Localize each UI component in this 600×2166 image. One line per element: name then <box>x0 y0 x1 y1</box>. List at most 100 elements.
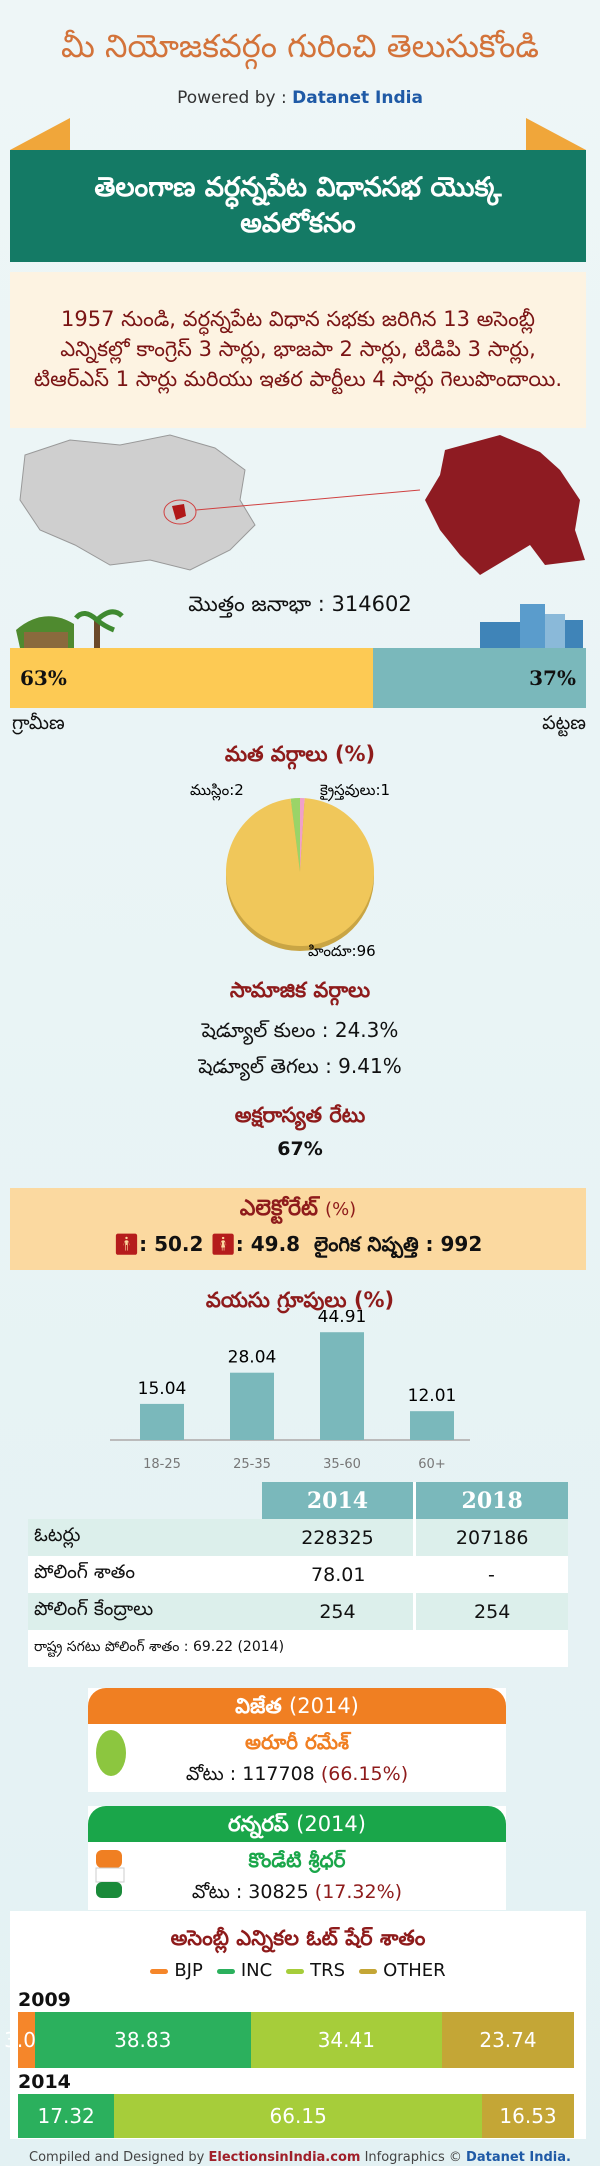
year-label-2014: 2014 <box>18 2071 71 2093</box>
legend-swatch <box>150 1968 169 1974</box>
ribbon-flap-right <box>526 118 586 150</box>
vote-share-segment-INC: 38.83 <box>34 2012 251 2068</box>
brand-logo: Datanet India <box>292 88 423 108</box>
urban-label: పట్టణ <box>542 712 586 734</box>
row-label: పోలింగ్ కేంద్రాలు <box>34 1598 154 1620</box>
electorate-title: ఎలెక్టోరేట్ <box>239 1196 319 1221</box>
hand-symbol-icon <box>95 1850 125 1898</box>
legend-swatch <box>359 1968 378 1974</box>
pie-slice-ముస్లిం <box>290 798 300 872</box>
cell: 254 <box>413 1593 568 1630</box>
legend-item-BJP: BJP <box>150 1959 203 1983</box>
vote-share-segment-TRS: 34.41 <box>250 2012 442 2068</box>
footer-site-link[interactable]: ElectionsinIndia.com <box>208 2150 361 2165</box>
runnerup-header: రన్నరప్ (2014) <box>88 1806 506 1842</box>
age-bar-category: 25-35 <box>233 1457 271 1470</box>
winner-header: విజేత (2014) <box>88 1688 506 1724</box>
legend-label: INC <box>240 1960 273 1981</box>
constituency-banner: తెలంగాణ వర్ధన్నపేట విధానసభ యొక్క అవలోకనం <box>10 150 586 262</box>
age-bar-category: 60+ <box>418 1457 445 1470</box>
table-row: పోలింగ్ కేంద్రాలు 254 254 <box>28 1593 568 1630</box>
table-row: ఓటర్లు 228325 207186 <box>28 1519 568 1556</box>
page-title: మీ నియోజకవర్గం గురించి తెలుసుకోండి <box>60 27 539 65</box>
footer-mid: Infographics © <box>364 2150 462 2165</box>
table-row: పోలింగ్ శాతం 78.01 - <box>28 1556 568 1593</box>
col-2014: 2014 <box>261 1482 415 1519</box>
religion-pie-chart: హిందూ:96 ముస్లిం:2 క్రైస్తవులు:1 <box>190 781 390 960</box>
legend-item-OTHER: OTHER <box>359 1959 446 1983</box>
age-bar-value: 44.91 <box>318 1310 367 1327</box>
state-map <box>19 434 256 571</box>
vote-share-segment-TRS: 66.15 <box>114 2094 483 2138</box>
age-groups-title: వయసు గ్రూపులు (%) <box>205 1288 395 1312</box>
age-bar-category: 35-60 <box>323 1457 361 1470</box>
age-bar-category: 18-25 <box>143 1457 181 1470</box>
literacy-value: 67% <box>277 1138 323 1160</box>
vote-share-legend: BJP INC TRS OTHER <box>10 1959 586 1983</box>
footer-brand: Datanet India. <box>466 2150 571 2165</box>
empty-header-cell <box>28 1482 262 1519</box>
legend-label: BJP <box>174 1960 203 1981</box>
footer-prefix: Compiled and Designed by <box>29 2150 205 2165</box>
legend-item-TRS: TRS <box>286 1959 345 1983</box>
vote-share-segment-BJP: 3.02 <box>4 2012 49 2068</box>
winner-name: అరూరీ రమేశ్ <box>244 1730 350 1754</box>
vote-share-bar-2009: 3.02 38.83 34.41 23.74 <box>4 2012 574 2068</box>
vote-share-panel: అసెంబ్లీ ఎన్నికల ఓట్ షేర్ శాతం BJP INC TRS… <box>4 1911 586 2139</box>
cell: 228325 <box>301 1526 374 1549</box>
cell: - <box>487 1563 495 1586</box>
pie-label: ముస్లిం:2 <box>190 781 244 801</box>
runnerup-card: రన్నరప్ (2014) కొండేటి శ్రీధర్ వోటు : 30… <box>88 1806 506 1910</box>
winner-title: విజేత <box>235 1694 282 1718</box>
age-bar-value: 28.04 <box>228 1348 277 1368</box>
winner-card: విజేత (2014) అరూరీ రమేశ్ వోటు : 117708 (… <box>88 1688 506 1792</box>
electorate-unit: (%) <box>325 1199 357 1220</box>
winner-pct: (66.15%) <box>320 1763 409 1785</box>
ribbon-flap-left <box>10 118 70 150</box>
vote-share-segment-OTHER: 23.74 <box>441 2012 574 2068</box>
constituency-marker <box>172 504 186 520</box>
pie-slice-హిందూ <box>226 798 374 946</box>
pie-label: క్రైస్తవులు:1 <box>320 781 390 802</box>
age-bar <box>230 1372 274 1440</box>
literacy-title: అక్షరాస్యత రేటు <box>234 1103 366 1127</box>
urban-segment: 37% <box>372 648 586 708</box>
vote-share-title: అసెంబ్లీ ఎన్నికల ఓట్ షేర్ శాతం <box>170 1926 426 1950</box>
scheduled-tribe: షెడ్యూల్ తెగలు : 9.41% <box>198 1054 402 1078</box>
vote-share-segment-INC: 17.32 <box>18 2094 115 2138</box>
legend-label: OTHER <box>383 1960 446 1981</box>
footer-credits: Compiled and Designed by ElectionsinIndi… <box>0 2150 600 2165</box>
cell: 254 <box>319 1600 356 1623</box>
vote-share-segment-OTHER: 16.53 <box>482 2094 574 2138</box>
vote-share-bar-2014: 17.32 66.15 16.53 <box>18 2094 574 2138</box>
age-bar-value: 15.04 <box>138 1379 187 1399</box>
age-bar <box>410 1411 454 1440</box>
age-bar <box>140 1403 184 1440</box>
female-pct: : 49.8 <box>235 1232 301 1256</box>
electorate-box: ఎలెక్టోరేట్ (%) 🚹︎: 50.2 🚺︎: 49.8 లైంగిక… <box>10 1188 586 1270</box>
row-label: ఓటర్లు <box>34 1524 81 1546</box>
sex-ratio: లైంగిక నిష్పత్తి : 992 <box>314 1232 483 1256</box>
cell: 78.01 <box>311 1563 366 1586</box>
legend-item-INC: INC <box>216 1959 273 1983</box>
winner-votes: వోటు : 117708 <box>185 1763 315 1785</box>
social-groups-title: సామాజిక వర్గాలు <box>229 978 371 1002</box>
runnerup-year: (2014) <box>296 1812 366 1836</box>
powered-by: Powered by : Datanet India <box>0 88 600 108</box>
religion-title: మత వర్గాలు (%) <box>224 742 376 766</box>
legend-swatch <box>286 1968 305 1974</box>
row-label: పోలింగ్ శాతం <box>34 1561 136 1583</box>
rural-segment: 63% <box>10 648 373 708</box>
electors-table: 2014 2018 ఓటర్లు 228325 207186 పోలింగ్ శాతం… <box>28 1482 568 1667</box>
rural-urban-bar: 63% 37% <box>10 648 586 708</box>
rural-label: గ్రామీణ <box>12 712 65 734</box>
age-bar-value: 12.01 <box>408 1386 457 1406</box>
legend-swatch <box>216 1968 235 1974</box>
cell: 207186 <box>413 1519 568 1556</box>
scheduled-caste: షెడ్యూల్ కులం : 24.3% <box>201 1018 399 1042</box>
highlight-circle <box>163 499 197 525</box>
male-pct: : 50.2 <box>139 1232 204 1256</box>
total-population: మొత్తం జనాభా : 314602 <box>188 592 412 616</box>
car-symbol-icon <box>96 1730 126 1776</box>
age-groups-chart: 15.04 18-25 28.04 25-35 44.91 35-60 12.01 60+ <box>110 1310 470 1470</box>
